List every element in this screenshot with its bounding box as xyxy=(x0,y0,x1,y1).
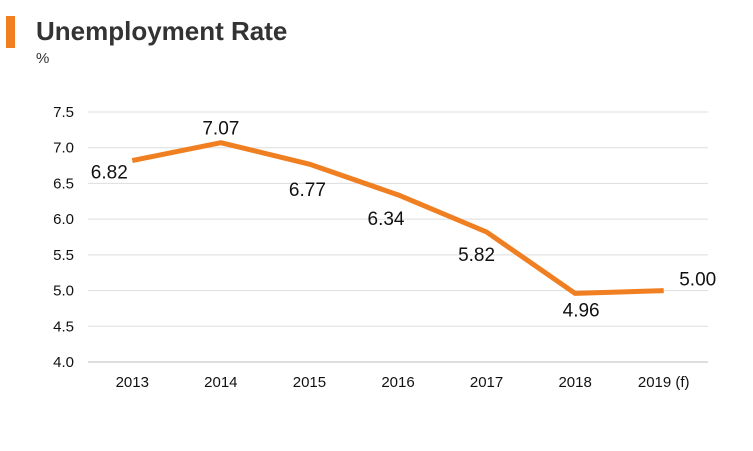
y-tick-label: 7.5 xyxy=(53,104,74,121)
x-tick-label: 2013 xyxy=(116,374,149,391)
data-label: 7.07 xyxy=(202,119,239,140)
x-tick-label: 2015 xyxy=(293,374,326,391)
data-label: 6.82 xyxy=(91,163,128,184)
data-label: 4.96 xyxy=(563,300,600,321)
x-tick-label: 2018 xyxy=(558,374,591,391)
data-label: 5.82 xyxy=(458,245,495,266)
title-accent-bar xyxy=(6,16,15,48)
x-tick-label: 2017 xyxy=(470,374,503,391)
x-axis: 2013 2014 2015 2016 2017 2018 2019 (f) xyxy=(116,374,690,391)
series-line-group xyxy=(131,140,664,296)
y-tick-label: 5.0 xyxy=(53,283,74,300)
x-tick-label: 2014 xyxy=(204,374,237,391)
y-tick-label: 4.5 xyxy=(53,318,74,335)
x-tick-label: 2016 xyxy=(381,374,414,391)
data-label: 6.77 xyxy=(289,180,326,201)
y-unit-label: % xyxy=(36,50,50,67)
y-tick-label: 4.0 xyxy=(53,354,74,371)
data-labels: 6.82 7.07 6.77 6.34 5.82 4.96 5.00 xyxy=(91,119,716,322)
y-tick-label: 7.0 xyxy=(53,140,74,157)
x-tick-label: 2019 (f) xyxy=(638,374,690,391)
y-tick-label: 6.0 xyxy=(53,211,74,228)
y-tick-label: 6.5 xyxy=(53,175,74,192)
chart-title: Unemployment Rate xyxy=(36,16,288,46)
data-label: 5.00 xyxy=(679,270,716,291)
y-tick-label: 5.5 xyxy=(53,247,74,264)
data-label: 6.34 xyxy=(368,209,405,230)
y-axis: 4.0 4.5 5.0 5.5 6.0 6.5 7.0 7.5 xyxy=(53,104,74,371)
